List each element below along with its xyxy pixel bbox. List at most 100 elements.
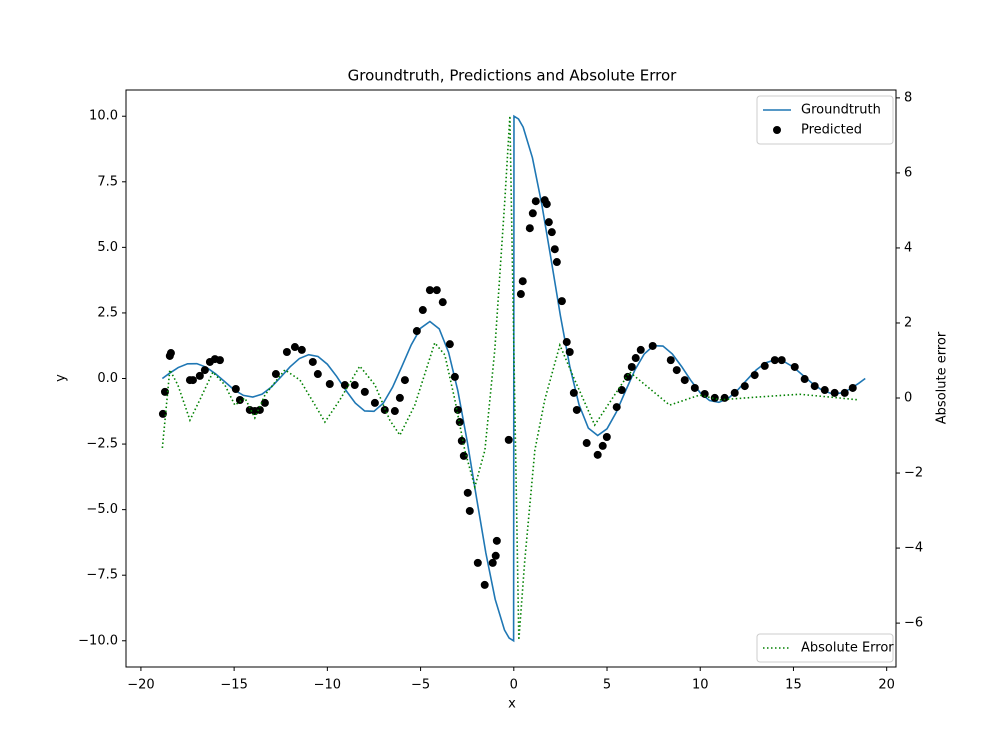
plot-area bbox=[158, 114, 866, 643]
y2-tick-label: 4 bbox=[904, 240, 912, 255]
scatter-point bbox=[830, 388, 839, 397]
scatter-point bbox=[459, 451, 468, 460]
x-tick-label: −20 bbox=[127, 678, 154, 693]
scatter-point bbox=[710, 393, 719, 402]
scatter-point bbox=[550, 245, 559, 254]
scatter-point bbox=[200, 366, 209, 375]
scatter-point bbox=[557, 297, 566, 306]
x-tick-label: 15 bbox=[785, 678, 802, 693]
scatter-point bbox=[457, 436, 466, 445]
scatter-point bbox=[525, 224, 534, 233]
x-tick-label: −5 bbox=[411, 678, 430, 693]
scatter-point bbox=[290, 343, 299, 352]
scatter-point bbox=[582, 439, 591, 448]
y-tick-label: −7.5 bbox=[86, 568, 118, 583]
scatter-point bbox=[516, 290, 525, 299]
scatter-point bbox=[612, 403, 621, 412]
legend-box bbox=[756, 633, 894, 663]
scatter-point bbox=[215, 356, 224, 365]
scatter-point bbox=[473, 558, 482, 567]
scatter-point bbox=[463, 488, 472, 497]
scatter-point bbox=[380, 405, 389, 414]
scatter-point bbox=[400, 376, 409, 385]
scatter-point bbox=[672, 366, 681, 375]
scatter-point bbox=[777, 356, 786, 365]
y2-tick-label: 2 bbox=[904, 315, 912, 330]
y2-axis-label: Absolute error bbox=[935, 331, 950, 424]
scatter-point bbox=[636, 345, 645, 354]
scatter-point bbox=[370, 398, 379, 407]
scatter-point bbox=[445, 340, 454, 349]
x-tick-label: 0 bbox=[510, 678, 518, 693]
scatter-point bbox=[432, 286, 441, 295]
scatter-point bbox=[770, 356, 779, 365]
y-tick-label: −2.5 bbox=[86, 437, 118, 452]
y-tick-label: 2.5 bbox=[97, 305, 118, 320]
scatter-point bbox=[680, 376, 689, 385]
scatter-point bbox=[231, 384, 240, 393]
scatter-point bbox=[750, 371, 759, 380]
scatter-point bbox=[450, 372, 459, 381]
scatter-point bbox=[690, 383, 699, 392]
y-tick-label: −10.0 bbox=[78, 633, 118, 648]
y-tick-label: 7.5 bbox=[97, 174, 118, 189]
plot-frame bbox=[125, 89, 897, 668]
scatter-point bbox=[313, 370, 322, 379]
scatter-point bbox=[255, 405, 264, 414]
scatter-point bbox=[195, 371, 204, 380]
legend-label: Groundtruth bbox=[801, 103, 881, 118]
scatter-point bbox=[395, 393, 404, 402]
scatter-point bbox=[565, 348, 574, 357]
y-tick-label: −5.0 bbox=[86, 502, 118, 517]
x-tick-label: −15 bbox=[220, 678, 247, 693]
scatter-point bbox=[623, 372, 632, 381]
legend-label: Predicted bbox=[801, 123, 862, 138]
scatter-point bbox=[518, 277, 527, 286]
scatter-point bbox=[438, 298, 447, 307]
scatter-point bbox=[810, 382, 819, 391]
scatter-point bbox=[720, 393, 729, 402]
scatter-point bbox=[760, 361, 769, 370]
scatter-point bbox=[188, 376, 197, 385]
scatter-point bbox=[552, 258, 561, 267]
scatter-point bbox=[360, 387, 369, 396]
y2-tick-label: −4 bbox=[904, 541, 923, 556]
scatter-point bbox=[325, 380, 334, 389]
scatter-point bbox=[260, 398, 269, 407]
y2-tick-label: 6 bbox=[904, 165, 912, 180]
scatter-point bbox=[390, 407, 399, 416]
scatter-point bbox=[602, 432, 611, 441]
scatter-point bbox=[790, 362, 799, 371]
scatter-point bbox=[235, 396, 244, 405]
scatter-point bbox=[453, 405, 462, 414]
scatter-point bbox=[820, 386, 829, 395]
y2-tick-label: 0 bbox=[904, 391, 912, 406]
scatter-point bbox=[160, 387, 169, 396]
scatter-point bbox=[491, 551, 500, 560]
scatter-point bbox=[840, 388, 849, 397]
scatter-point bbox=[412, 327, 421, 336]
scatter-point bbox=[480, 580, 489, 589]
y-axis-label: y bbox=[54, 374, 69, 382]
scatter-point bbox=[350, 381, 359, 390]
legend-marker bbox=[773, 126, 781, 134]
x-tick-label: 20 bbox=[878, 678, 895, 693]
scatter-point bbox=[598, 441, 607, 450]
scatter-point bbox=[848, 383, 857, 392]
scatter-point bbox=[562, 338, 571, 347]
scatter-point bbox=[282, 348, 291, 357]
x-tick-label: −10 bbox=[314, 678, 341, 693]
scatter-point bbox=[666, 356, 675, 365]
scatter-point bbox=[418, 306, 427, 315]
x-tick-label: 10 bbox=[692, 678, 709, 693]
scatter-point bbox=[465, 506, 474, 515]
scatter-point bbox=[308, 357, 317, 366]
scatter-point bbox=[569, 388, 578, 397]
scatter-point bbox=[627, 362, 636, 371]
x-axis-label: x bbox=[508, 697, 516, 712]
scatter-point bbox=[800, 375, 809, 384]
scatter-point bbox=[455, 418, 464, 427]
scatter-point bbox=[544, 218, 553, 227]
scatter-point bbox=[572, 405, 581, 414]
